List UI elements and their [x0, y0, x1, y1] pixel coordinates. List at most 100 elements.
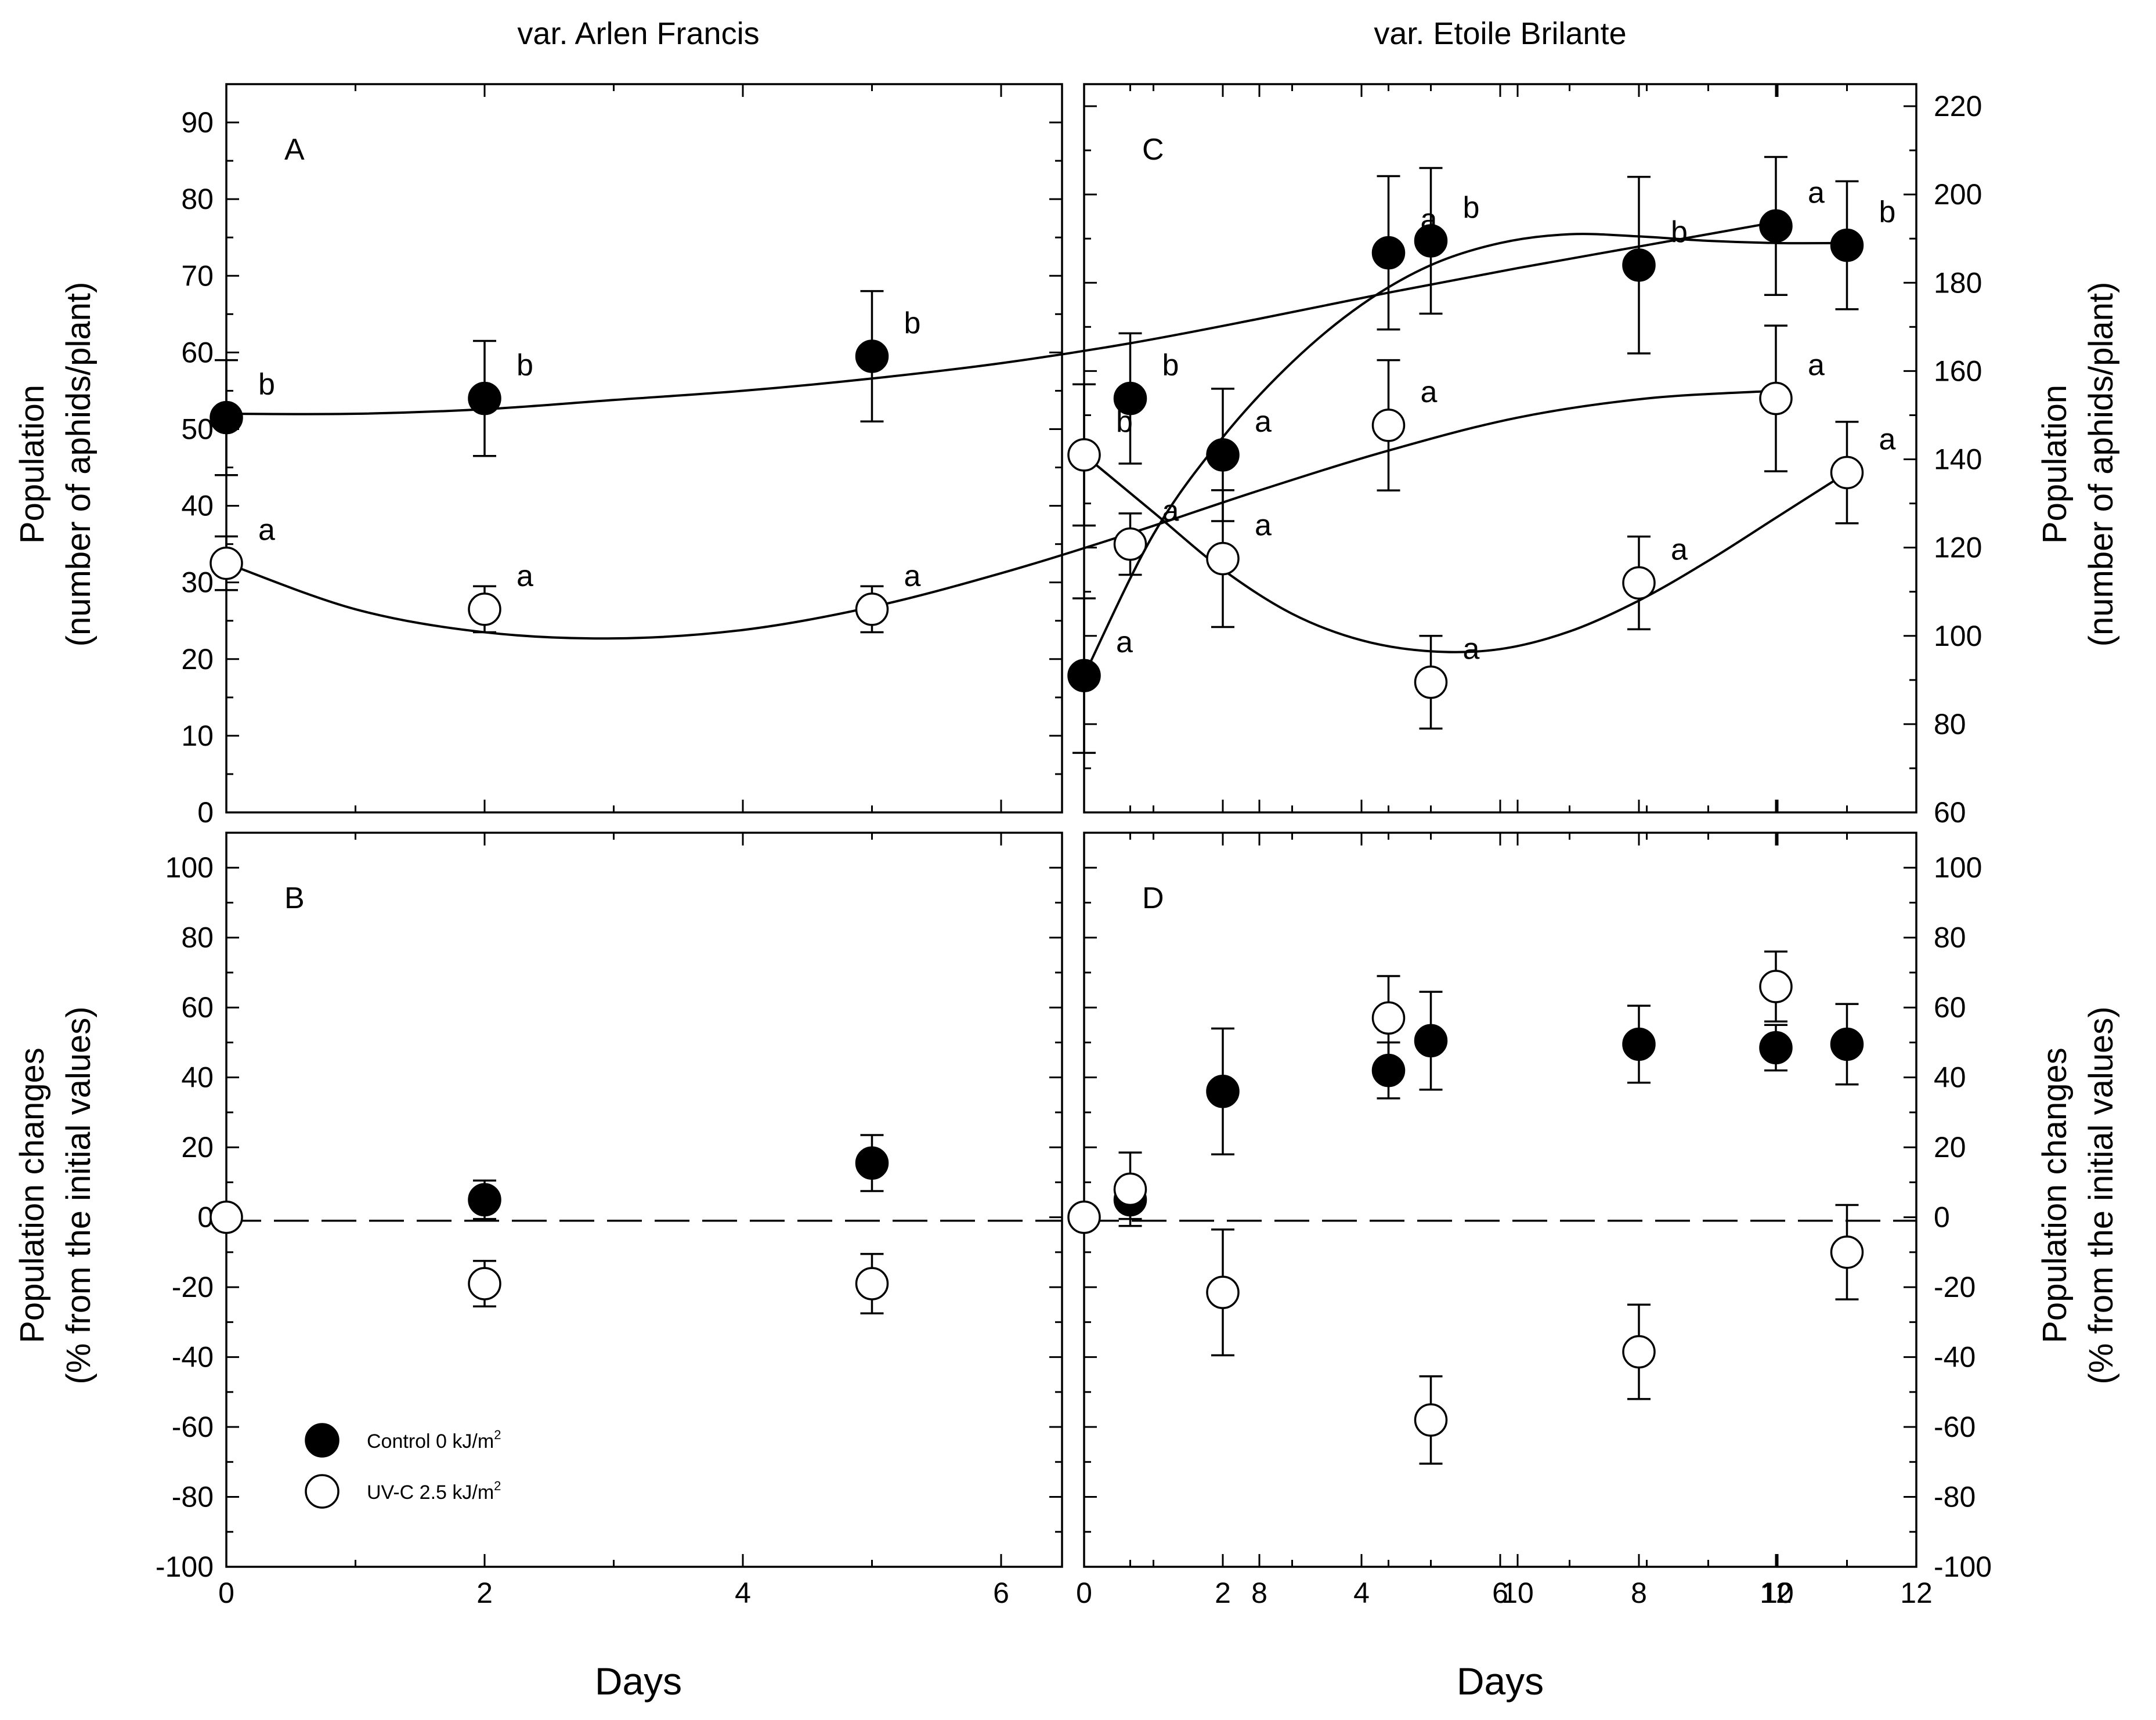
data-point-uvc	[1414, 665, 1448, 699]
column-title-left: var. Arlen Francis	[517, 16, 759, 51]
x-tick-label: 2	[1215, 1577, 1231, 1609]
significance-letter: a	[517, 559, 533, 593]
data-point-control	[1759, 209, 1793, 243]
significance-letter: a	[1116, 626, 1133, 659]
significance-letter: a	[1808, 349, 1825, 382]
data-point-control	[1830, 1027, 1864, 1061]
significance-letter: b	[1879, 196, 1896, 229]
x-tick-label: 0	[1076, 1577, 1092, 1609]
data-point-uvc	[1206, 541, 1240, 576]
data-point-control	[1414, 1024, 1448, 1058]
data-point-control	[468, 1183, 501, 1217]
x-tick-label: 0	[218, 1577, 234, 1609]
y-tick-label: -100	[1934, 1551, 1992, 1583]
y-tick-label: 80	[1934, 708, 1966, 740]
y-tick-label: -40	[172, 1341, 214, 1374]
significance-letter: b	[1162, 349, 1179, 382]
y-tick-label: 60	[181, 991, 214, 1024]
data-point-uvc	[1622, 1335, 1656, 1369]
y-tick-label: -20	[1934, 1271, 1976, 1303]
significance-letter: a	[1255, 509, 1272, 543]
data-point-control	[1206, 1075, 1240, 1108]
data-point-uvc	[1371, 409, 1406, 442]
y-tick-label: -60	[1934, 1411, 1976, 1443]
significance-letter: a	[1421, 375, 1438, 409]
y-tick-label: 0	[1934, 1201, 1950, 1234]
data-point-control	[855, 1146, 889, 1180]
data-point-uvc	[855, 1267, 889, 1300]
y-tick-label: 180	[1934, 266, 1982, 299]
data-point-uvc	[1622, 566, 1656, 600]
data-point-control	[1622, 1027, 1656, 1061]
y-tick-label: -20	[172, 1271, 214, 1303]
data-point-uvc	[1371, 1001, 1406, 1035]
y-tick-label: 20	[1934, 1131, 1966, 1163]
y-title-top-right: Population (number of aphids/plant)	[2036, 282, 2120, 647]
panel-letter: D	[1142, 881, 1164, 915]
x-title-left: Days	[595, 1660, 682, 1703]
data-point-control	[1067, 659, 1101, 692]
x-tick-label: 10	[1761, 1577, 1794, 1609]
significance-letter: b	[517, 349, 533, 382]
legend-marker-uvc	[305, 1474, 340, 1509]
plot-frame	[225, 832, 1063, 1568]
data-point-control	[1371, 236, 1406, 270]
significance-letter: a	[1255, 405, 1272, 439]
x-tick-label: 8	[1251, 1577, 1267, 1609]
y-tick-label: -100	[156, 1551, 214, 1583]
y-tick-label: 60	[181, 336, 214, 368]
y-title-top-left: Population (number of aphids/plant)	[13, 282, 97, 647]
significance-letter: a	[1879, 422, 1896, 456]
y-tick-label: 40	[181, 1061, 214, 1094]
x-tick-label: 8	[1631, 1577, 1647, 1609]
plot-frame	[1083, 832, 1917, 1568]
y-tick-label: 140	[1934, 443, 1982, 476]
x-tick-label: 4	[1353, 1577, 1370, 1609]
x-title-right: Days	[1457, 1660, 1544, 1703]
fit-curve	[226, 389, 1776, 640]
y-tick-label: 100	[165, 851, 214, 884]
x-tick-label: 2	[476, 1577, 493, 1609]
panel-letter: B	[284, 881, 305, 915]
data-point-uvc	[1067, 1200, 1101, 1234]
svg-text:Population changes: Population changes	[2036, 1047, 2074, 1343]
data-point-uvc	[1414, 1403, 1448, 1437]
x-tick-label: 6	[993, 1577, 1009, 1609]
significance-letter: a	[258, 514, 275, 547]
data-point-uvc	[468, 1267, 501, 1300]
significance-letter: b	[1463, 191, 1480, 225]
y-tick-label: 20	[181, 1131, 214, 1163]
data-point-uvc	[1759, 970, 1793, 1003]
data-point-control	[210, 400, 243, 435]
y-tick-label: 100	[1934, 851, 1982, 884]
y-tick-label: 80	[181, 922, 214, 954]
y-tick-label: -40	[1934, 1341, 1976, 1374]
y-tick-label: -80	[1934, 1481, 1976, 1513]
data-point-uvc	[855, 592, 889, 626]
plot-frame	[225, 83, 1063, 814]
data-point-uvc	[1206, 1275, 1240, 1309]
y-tick-label: 120	[1934, 532, 1982, 564]
y-tick-label: 200	[1934, 178, 1982, 211]
legend-marker-control	[305, 1423, 340, 1458]
legend-superscript: 2	[494, 1479, 501, 1493]
y-tick-label: -60	[172, 1411, 214, 1443]
y-tick-label: 40	[181, 490, 214, 522]
fit-curve	[1083, 454, 1848, 653]
svg-text:(% from the initial values): (% from the initial values)	[60, 1006, 97, 1384]
data-point-uvc	[1113, 527, 1147, 561]
legend: Control 0 kJ/m2 UV-C 2.5 kJ/m2	[305, 1423, 501, 1509]
data-point-control	[1830, 228, 1864, 262]
y-tick-label: 10	[181, 720, 214, 752]
significance-letter: a	[904, 559, 921, 593]
data-point-control	[1113, 381, 1147, 415]
svg-text:Population: Population	[13, 385, 51, 544]
y-tick-label: 30	[181, 566, 214, 599]
y-title-bottom-left: Population changes (% from the initial v…	[13, 1006, 97, 1384]
svg-text:(number of aphids/plant): (number of aphids/plant)	[2082, 282, 2120, 647]
legend-superscript: 2	[494, 1428, 501, 1442]
